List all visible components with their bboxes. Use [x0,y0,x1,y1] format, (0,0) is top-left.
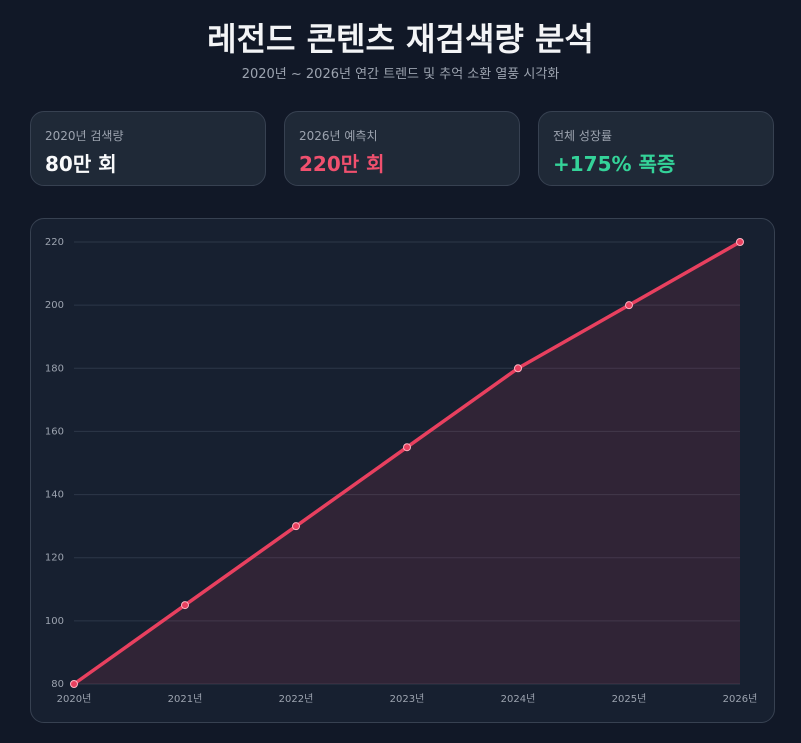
card-label: 전체 성장률 [553,129,613,143]
y-tick-label: 200 [45,300,64,311]
card-label: 2026년 예측치 [299,129,378,143]
y-tick-label: 80 [51,679,64,690]
point [292,522,300,531]
card-value: 220만 회 [299,152,385,176]
x-tick-label: 2026년 [723,693,758,705]
x-tick-label: 2023년 [390,693,425,705]
stat-card: 2020년 검색량 80만 회 [30,111,266,186]
x-tick-label: 2022년 [279,693,314,705]
title: 레전드 콘텐츠 재검색량 분석 [207,20,594,58]
x-tick-label: 2021년 [168,693,203,705]
point [181,601,189,610]
point [403,443,411,452]
y-tick-label: 180 [45,363,64,374]
point [736,238,744,246]
x-tick-label: 2020년 [57,693,92,705]
area [74,242,740,684]
point [70,680,78,688]
y-tick-label: 160 [45,426,64,437]
y-tick-label: 120 [45,553,64,564]
y-tick-label: 220 [45,237,64,248]
stat-card: 2026년 예측치 220만 회 [284,111,520,186]
y-tick-label: 100 [45,616,64,627]
point [625,301,633,310]
stat-card: 전체 성장률 +175% 폭증 [538,111,774,186]
x-tick-label: 2025년 [612,693,647,705]
chart-panel [30,218,775,723]
card-value: 80만 회 [45,152,117,176]
card-label: 2020년 검색량 [45,129,124,143]
card-value: +175% 폭증 [553,152,676,176]
x-tick-label: 2024년 [501,693,536,705]
subtitle: 2020년 ~ 2026년 연간 트렌드 및 추억 소환 열풍 시각화 [241,67,560,82]
point [514,364,522,373]
y-tick-label: 140 [45,490,64,501]
